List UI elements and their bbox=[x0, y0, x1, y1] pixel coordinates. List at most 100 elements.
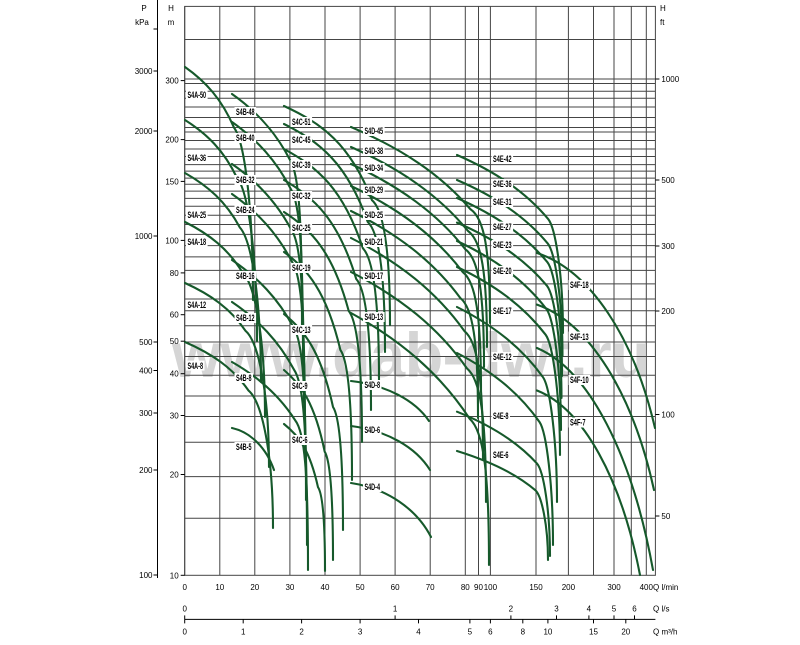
svg-text:200: 200 bbox=[661, 307, 675, 316]
svg-text:S4E-8: S4E-8 bbox=[493, 411, 509, 421]
svg-text:5: 5 bbox=[468, 627, 473, 636]
svg-text:300: 300 bbox=[607, 583, 621, 592]
svg-text:S4C-32: S4C-32 bbox=[292, 191, 311, 201]
svg-text:S4D-4: S4D-4 bbox=[365, 482, 381, 492]
svg-text:S4C-39: S4C-39 bbox=[292, 160, 311, 170]
svg-text:S4A-25: S4A-25 bbox=[188, 210, 207, 220]
svg-text:S4B-16: S4B-16 bbox=[236, 271, 255, 281]
svg-text:500: 500 bbox=[661, 176, 675, 185]
svg-text:3000: 3000 bbox=[135, 67, 153, 76]
svg-text:1000: 1000 bbox=[661, 75, 679, 84]
svg-text:10: 10 bbox=[170, 571, 179, 580]
svg-text:40: 40 bbox=[321, 583, 330, 592]
svg-text:60: 60 bbox=[391, 583, 400, 592]
svg-text:8: 8 bbox=[521, 627, 526, 636]
svg-text:Q m³/h: Q m³/h bbox=[653, 627, 677, 636]
svg-text:S4D-38: S4D-38 bbox=[365, 146, 384, 156]
svg-text:300: 300 bbox=[165, 77, 179, 86]
svg-text:400: 400 bbox=[139, 367, 153, 376]
svg-text:S4A-36: S4A-36 bbox=[188, 153, 207, 163]
svg-text:3: 3 bbox=[554, 604, 559, 613]
svg-text:S4B-40: S4B-40 bbox=[236, 133, 255, 143]
svg-text:150: 150 bbox=[165, 177, 179, 186]
svg-text:90: 90 bbox=[474, 583, 483, 592]
svg-text:S4B-8: S4B-8 bbox=[236, 373, 252, 383]
svg-text:20: 20 bbox=[250, 583, 259, 592]
svg-text:S4D-45: S4D-45 bbox=[365, 126, 384, 136]
svg-text:200: 200 bbox=[562, 583, 576, 592]
svg-text:S4C-51: S4C-51 bbox=[292, 117, 311, 127]
svg-text:S4E-6: S4E-6 bbox=[493, 450, 509, 460]
svg-text:30: 30 bbox=[285, 583, 294, 592]
svg-text:60: 60 bbox=[170, 311, 179, 320]
svg-text:Q l/s: Q l/s bbox=[653, 604, 669, 613]
svg-text:S4D-21: S4D-21 bbox=[365, 237, 384, 247]
svg-text:Q l/min: Q l/min bbox=[653, 583, 678, 592]
svg-text:2: 2 bbox=[509, 604, 514, 613]
svg-text:100: 100 bbox=[139, 571, 153, 580]
svg-text:100: 100 bbox=[661, 411, 675, 420]
svg-text:10: 10 bbox=[215, 583, 224, 592]
svg-text:15: 15 bbox=[589, 627, 598, 636]
svg-text:S4F-18: S4F-18 bbox=[570, 280, 589, 290]
svg-text:2000: 2000 bbox=[135, 127, 153, 136]
svg-text:0: 0 bbox=[182, 627, 187, 636]
svg-text:S4E-27: S4E-27 bbox=[493, 222, 512, 232]
svg-text:40: 40 bbox=[170, 370, 179, 379]
svg-text:200: 200 bbox=[165, 136, 179, 145]
svg-text:1: 1 bbox=[393, 604, 398, 613]
svg-text:S4E-20: S4E-20 bbox=[493, 266, 512, 276]
svg-text:S4C-6: S4C-6 bbox=[292, 435, 308, 445]
svg-text:S4C-9: S4C-9 bbox=[292, 381, 308, 391]
svg-text:S4F-10: S4F-10 bbox=[570, 375, 589, 385]
svg-text:S4B-32: S4B-32 bbox=[236, 175, 255, 185]
svg-text:S4E-42: S4E-42 bbox=[493, 154, 512, 164]
svg-text:S4D-13: S4D-13 bbox=[365, 312, 384, 322]
svg-text:m: m bbox=[168, 18, 175, 27]
svg-text:300: 300 bbox=[139, 409, 153, 418]
svg-text:20: 20 bbox=[621, 627, 630, 636]
svg-text:50: 50 bbox=[356, 583, 365, 592]
svg-text:S4D-6: S4D-6 bbox=[365, 425, 381, 435]
svg-text:30: 30 bbox=[170, 412, 179, 421]
svg-text:kPa: kPa bbox=[135, 18, 149, 27]
svg-text:S4D-34: S4D-34 bbox=[365, 163, 384, 173]
svg-text:S4E-12: S4E-12 bbox=[493, 352, 512, 362]
svg-text:S4D-25: S4D-25 bbox=[365, 210, 384, 220]
svg-text:200: 200 bbox=[139, 466, 153, 475]
svg-text:5: 5 bbox=[612, 604, 617, 613]
svg-text:S4A-50: S4A-50 bbox=[188, 90, 207, 100]
svg-text:S4C-19: S4C-19 bbox=[292, 263, 311, 273]
svg-text:H: H bbox=[168, 4, 174, 13]
svg-text:ft: ft bbox=[660, 18, 665, 27]
svg-text:300: 300 bbox=[661, 242, 675, 251]
svg-text:S4D-8: S4D-8 bbox=[365, 380, 381, 390]
svg-text:S4B-24: S4B-24 bbox=[236, 205, 255, 215]
svg-text:2: 2 bbox=[299, 627, 304, 636]
svg-text:S4D-29: S4D-29 bbox=[365, 185, 384, 195]
svg-text:S4A-8: S4A-8 bbox=[188, 361, 204, 371]
svg-text:50: 50 bbox=[170, 337, 179, 346]
svg-text:H: H bbox=[660, 4, 666, 13]
svg-text:500: 500 bbox=[139, 338, 153, 347]
svg-text:S4A-12: S4A-12 bbox=[188, 300, 207, 310]
svg-text:0: 0 bbox=[182, 604, 187, 613]
svg-text:S4F-13: S4F-13 bbox=[570, 332, 589, 342]
svg-text:S4A-18: S4A-18 bbox=[188, 237, 207, 247]
svg-text:3: 3 bbox=[358, 627, 363, 636]
svg-text:50: 50 bbox=[661, 512, 670, 521]
svg-text:400: 400 bbox=[640, 583, 654, 592]
svg-text:4: 4 bbox=[416, 627, 421, 636]
svg-text:S4E-23: S4E-23 bbox=[493, 240, 512, 250]
svg-text:S4F-7: S4F-7 bbox=[570, 418, 586, 428]
svg-text:6: 6 bbox=[632, 604, 637, 613]
svg-text:S4C-13: S4C-13 bbox=[292, 325, 311, 335]
svg-text:100: 100 bbox=[165, 236, 179, 245]
svg-text:P: P bbox=[141, 4, 146, 13]
svg-text:S4B-48: S4B-48 bbox=[236, 107, 255, 117]
svg-text:4: 4 bbox=[587, 604, 592, 613]
svg-text:S4E-31: S4E-31 bbox=[493, 197, 512, 207]
svg-text:20: 20 bbox=[170, 471, 179, 480]
svg-text:1: 1 bbox=[241, 627, 246, 636]
svg-text:70: 70 bbox=[426, 583, 435, 592]
